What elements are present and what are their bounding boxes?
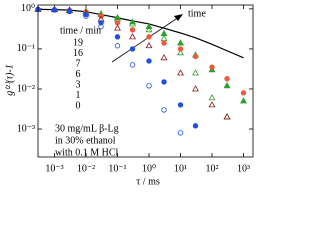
- x-tick-label: 10⁻²: [77, 163, 95, 174]
- legend-entry: 19: [73, 37, 83, 48]
- legend-entry: 6: [76, 69, 81, 80]
- y-tick-label: 10⁻²: [17, 83, 35, 94]
- triangle-marker: [177, 69, 184, 76]
- triangle-marker: [223, 113, 231, 120]
- circle-marker: [98, 23, 104, 30]
- triangle-marker: [177, 39, 184, 46]
- triangle-marker: [192, 69, 200, 76]
- triangle-marker: [208, 94, 216, 101]
- circle-marker: [177, 130, 184, 136]
- circle-marker: [66, 8, 73, 15]
- x-tick-label: 10⁻³: [45, 163, 63, 174]
- x-tick-label: 10⁰: [142, 163, 156, 174]
- circle-marker: [177, 102, 184, 108]
- triangle-marker: [223, 81, 231, 89]
- annotation: in 30% ethanol: [55, 135, 116, 146]
- legend-entry: 1: [76, 90, 81, 101]
- circle-marker: [98, 20, 104, 26]
- circle-marker: [192, 123, 199, 129]
- legend-entry: 3: [76, 79, 81, 90]
- circle-marker: [240, 90, 247, 96]
- circle-marker: [114, 43, 121, 49]
- circle-marker: [146, 58, 152, 64]
- x-tick-label: 10³: [237, 163, 250, 174]
- triangle-marker: [240, 97, 247, 104]
- triangle-marker: [114, 24, 121, 31]
- series-line: [37, 8, 244, 59]
- legend-entry: 7: [76, 58, 81, 69]
- arrow-head: [174, 14, 183, 21]
- circle-marker: [161, 107, 167, 113]
- triangle-marker: [177, 48, 184, 56]
- arrow: [111, 16, 180, 63]
- circle-marker: [161, 79, 167, 85]
- triangle-marker: [129, 20, 137, 27]
- circle-marker: [129, 62, 136, 68]
- arrow-label: time: [188, 8, 206, 19]
- circle-marker: [209, 64, 215, 70]
- circle-marker: [146, 34, 152, 40]
- triangle-marker: [208, 101, 216, 108]
- triangle-marker: [129, 33, 137, 40]
- circle-marker: [146, 83, 152, 89]
- circle-marker: [51, 7, 58, 13]
- x-axis-label: τ / ms: [136, 176, 160, 187]
- y-tick-label: 10⁰: [21, 3, 35, 14]
- annotation: 30 mg/mL β-Lg: [55, 123, 119, 134]
- annotation: with 0.1 M HCl: [55, 147, 119, 158]
- x-tick-label: 10²: [206, 163, 219, 174]
- circle-marker: [161, 40, 167, 46]
- legend-title: time / min: [60, 25, 101, 36]
- legend-entry: 0: [76, 100, 81, 111]
- circle-marker: [83, 13, 89, 19]
- y-axis-label: g⁽²⁾(τ)-1: [4, 64, 15, 95]
- circle-marker: [129, 27, 136, 33]
- x-tick-label: 10⁻¹: [108, 163, 126, 174]
- circle-marker: [129, 46, 136, 52]
- legend-entry: 16: [73, 48, 83, 59]
- triangle-marker: [145, 25, 153, 33]
- triangle-marker: [192, 85, 200, 92]
- triangle-marker: [145, 41, 153, 49]
- y-tick-label: 10⁻¹: [17, 43, 35, 54]
- plot-frame: [37, 4, 254, 158]
- circle-marker: [224, 76, 230, 82]
- circle-marker: [114, 34, 121, 40]
- x-tick-label: 10¹: [174, 163, 187, 174]
- circle-marker: [192, 53, 199, 60]
- circle-marker: [177, 46, 184, 52]
- y-tick-label: 10⁻³: [17, 123, 35, 134]
- triangle-marker: [160, 34, 168, 42]
- chart: g⁽²⁾(τ)-1 τ / ms time / min time 30 mg/m…: [4, 3, 254, 187]
- triangle-marker: [160, 53, 168, 61]
- circle-marker: [83, 11, 89, 18]
